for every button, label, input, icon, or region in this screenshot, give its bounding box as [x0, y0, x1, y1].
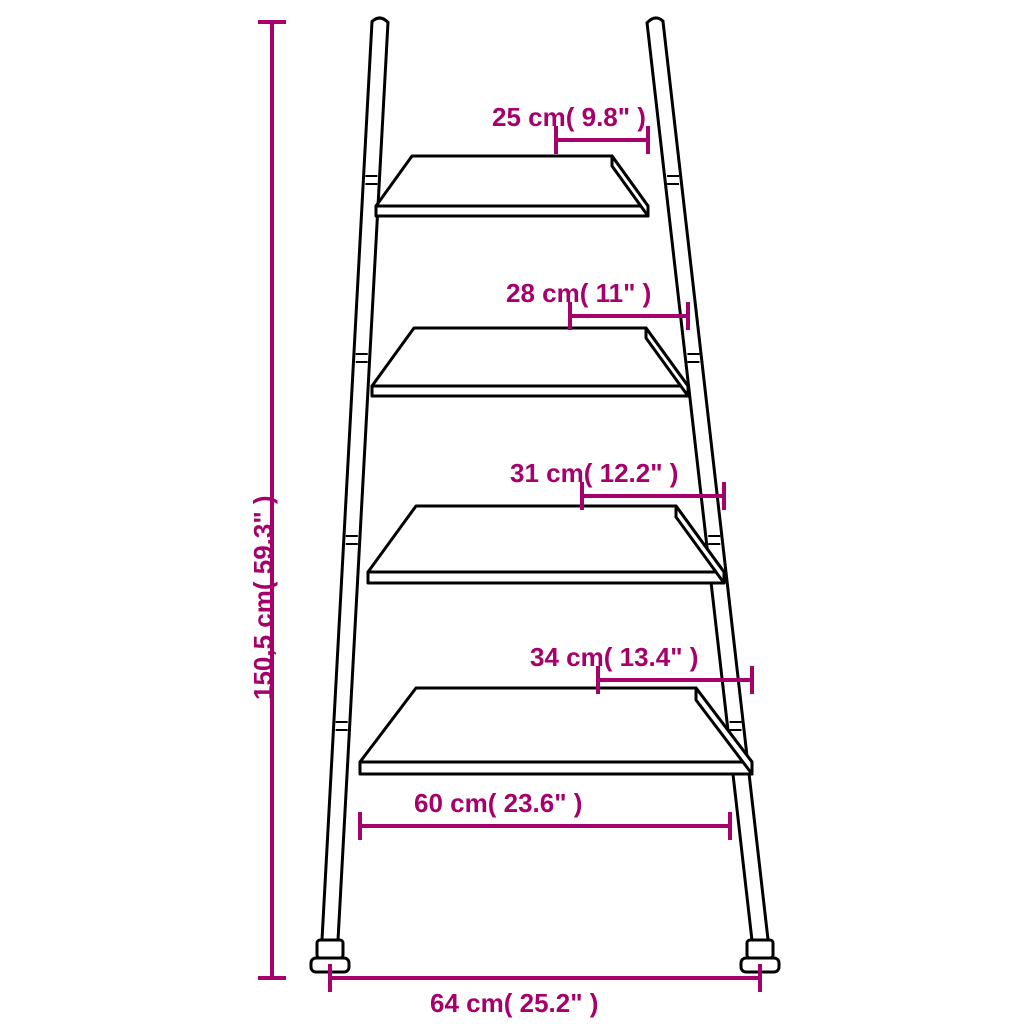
dimension-label-shelf1-depth: 25 cm( 9.8" ) — [492, 104, 646, 130]
dimension-label-shelf4-depth: 34 cm( 13.4" ) — [530, 644, 698, 670]
dimension-label-shelf2-depth: 28 cm( 11" ) — [506, 280, 651, 306]
diagram-stage: 150,5 cm( 59.3" ) 64 cm( 25.2" ) 60 cm( … — [0, 0, 1024, 1024]
shelf-dimension-diagram — [0, 0, 1024, 1024]
dimension-label-shelf3-depth: 31 cm( 12.2" ) — [510, 460, 678, 486]
dimension-label-base-width: 64 cm( 25.2" ) — [430, 990, 598, 1016]
dimension-label-height: 150,5 cm( 59.3" ) — [250, 495, 276, 700]
dimension-label-shelf-width: 60 cm( 23.6" ) — [414, 790, 582, 816]
